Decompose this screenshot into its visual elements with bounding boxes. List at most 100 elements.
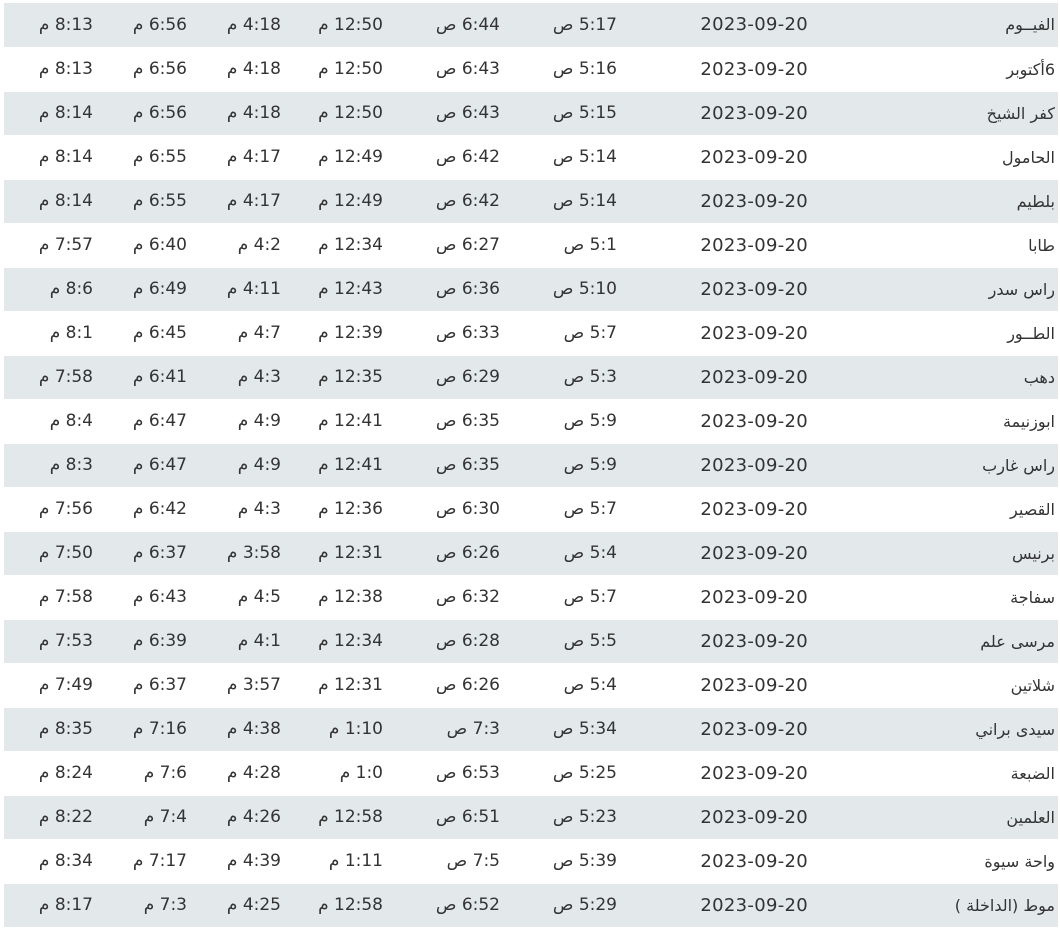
dhuhr-cell: 12:35 م xyxy=(284,355,386,400)
maghrib-cell: 7:4 م xyxy=(96,795,190,840)
fajr-cell: 5:7 ص xyxy=(503,487,620,532)
city-cell: سيدى براني xyxy=(811,707,1058,752)
sunrise-cell: 6:42 ص xyxy=(386,135,503,180)
maghrib-cell: 7:6 م xyxy=(96,751,190,796)
table-row: سفاجة 2023-09-20 5:7 ص 6:32 ص 12:38 م 4:5 م 6:… xyxy=(4,575,1058,620)
table-row: طابا 2023-09-20 5:1 ص 6:27 ص 12:34 م 4:2 م 6:4… xyxy=(4,223,1058,268)
maghrib-cell: 7:16 م xyxy=(96,707,190,752)
city-cell: برنيس xyxy=(811,531,1058,576)
date-cell: 2023-09-20 xyxy=(620,91,811,136)
table-row: شلاتين 2023-09-20 5:4 ص 6:26 ص 12:31 م 3:57 م… xyxy=(4,663,1058,708)
sunrise-cell: 6:27 ص xyxy=(386,223,503,268)
fajr-cell: 5:39 ص xyxy=(503,839,620,884)
fajr-cell: 5:7 ص xyxy=(503,311,620,356)
city-cell: سفاجة xyxy=(811,575,1058,620)
dhuhr-cell: 12:31 م xyxy=(284,531,386,576)
sunrise-cell: 6:26 ص xyxy=(386,531,503,576)
fajr-cell: 5:34 ص xyxy=(503,707,620,752)
date-cell: 2023-09-20 xyxy=(620,751,811,796)
table-row: الطــور 2023-09-20 5:7 ص 6:33 ص 12:39 م 4:7 م… xyxy=(4,311,1058,356)
dhuhr-cell: 12:50 م xyxy=(284,91,386,136)
date-cell: 2023-09-20 xyxy=(620,179,811,224)
maghrib-cell: 6:42 م xyxy=(96,487,190,532)
isha-cell: 7:53 م xyxy=(4,619,96,664)
date-cell: 2023-09-20 xyxy=(620,575,811,620)
sunrise-cell: 6:53 ص xyxy=(386,751,503,796)
maghrib-cell: 6:55 م xyxy=(96,135,190,180)
table-body: الفيــوم 2023-09-20 5:17 ص 6:44 ص 12:50 م 4:1… xyxy=(4,3,1058,928)
fajr-cell: 5:9 ص xyxy=(503,443,620,488)
date-cell: 2023-09-20 xyxy=(620,267,811,312)
isha-cell: 8:14 م xyxy=(4,135,96,180)
sunrise-cell: 7:5 ص xyxy=(386,839,503,884)
city-cell: موط (الداخلة ) xyxy=(811,883,1058,928)
table-row: الفيــوم 2023-09-20 5:17 ص 6:44 ص 12:50 م 4:1… xyxy=(4,3,1058,48)
sunrise-cell: 7:3 ص xyxy=(386,707,503,752)
maghrib-cell: 6:40 م xyxy=(96,223,190,268)
asr-cell: 4:18 م xyxy=(190,3,284,48)
asr-cell: 4:11 م xyxy=(190,267,284,312)
maghrib-cell: 6:49 م xyxy=(96,267,190,312)
date-cell: 2023-09-20 xyxy=(620,47,811,92)
fajr-cell: 5:7 ص xyxy=(503,575,620,620)
asr-cell: 3:58 م xyxy=(190,531,284,576)
fajr-cell: 5:29 ص xyxy=(503,883,620,928)
maghrib-cell: 6:45 م xyxy=(96,311,190,356)
dhuhr-cell: 12:41 م xyxy=(284,443,386,488)
maghrib-cell: 6:47 م xyxy=(96,399,190,444)
fajr-cell: 5:1 ص xyxy=(503,223,620,268)
isha-cell: 7:50 م xyxy=(4,531,96,576)
asr-cell: 4:7 م xyxy=(190,311,284,356)
city-cell: الضبعة xyxy=(811,751,1058,796)
city-cell: دهب xyxy=(811,355,1058,400)
city-cell: واحة سيوة xyxy=(811,839,1058,884)
maghrib-cell: 6:56 م xyxy=(96,3,190,48)
sunrise-cell: 6:35 ص xyxy=(386,399,503,444)
maghrib-cell: 6:56 م xyxy=(96,91,190,136)
dhuhr-cell: 12:49 م xyxy=(284,179,386,224)
sunrise-cell: 6:44 ص xyxy=(386,3,503,48)
isha-cell: 7:58 م xyxy=(4,355,96,400)
dhuhr-cell: 12:50 م xyxy=(284,3,386,48)
isha-cell: 7:57 م xyxy=(4,223,96,268)
isha-cell: 8:3 م xyxy=(4,443,96,488)
sunrise-cell: 6:51 ص xyxy=(386,795,503,840)
isha-cell: 8:17 م xyxy=(4,883,96,928)
isha-cell: 8:14 م xyxy=(4,91,96,136)
sunrise-cell: 6:36 ص xyxy=(386,267,503,312)
maghrib-cell: 6:37 م xyxy=(96,531,190,576)
city-cell: الفيــوم xyxy=(811,3,1058,48)
dhuhr-cell: 12:49 م xyxy=(284,135,386,180)
sunrise-cell: 6:32 ص xyxy=(386,575,503,620)
asr-cell: 4:28 م xyxy=(190,751,284,796)
maghrib-cell: 6:39 م xyxy=(96,619,190,664)
fajr-cell: 5:3 ص xyxy=(503,355,620,400)
asr-cell: 4:2 م xyxy=(190,223,284,268)
isha-cell: 8:34 م xyxy=(4,839,96,884)
dhuhr-cell: 12:58 م xyxy=(284,883,386,928)
asr-cell: 4:25 م xyxy=(190,883,284,928)
table-row: واحة سيوة 2023-09-20 5:39 ص 7:5 ص 1:11 م 4:39… xyxy=(4,839,1058,884)
date-cell: 2023-09-20 xyxy=(620,663,811,708)
date-cell: 2023-09-20 xyxy=(620,3,811,48)
date-cell: 2023-09-20 xyxy=(620,135,811,180)
fajr-cell: 5:15 ص xyxy=(503,91,620,136)
isha-cell: 8:24 م xyxy=(4,751,96,796)
dhuhr-cell: 12:38 م xyxy=(284,575,386,620)
fajr-cell: 5:14 ص xyxy=(503,179,620,224)
sunrise-cell: 6:33 ص xyxy=(386,311,503,356)
city-cell: ابوزنيمة xyxy=(811,399,1058,444)
table-row: موط (الداخلة ) 2023-09-20 5:29 ص 6:52 ص 12:5… xyxy=(4,883,1058,928)
asr-cell: 4:39 م xyxy=(190,839,284,884)
dhuhr-cell: 12:43 م xyxy=(284,267,386,312)
date-cell: 2023-09-20 xyxy=(620,223,811,268)
dhuhr-cell: 1:10 م xyxy=(284,707,386,752)
sunrise-cell: 6:26 ص xyxy=(386,663,503,708)
city-cell: 6أكتوبر xyxy=(811,47,1058,92)
isha-cell: 8:4 م xyxy=(4,399,96,444)
dhuhr-cell: 12:34 م xyxy=(284,619,386,664)
isha-cell: 8:6 م xyxy=(4,267,96,312)
sunrise-cell: 6:29 ص xyxy=(386,355,503,400)
